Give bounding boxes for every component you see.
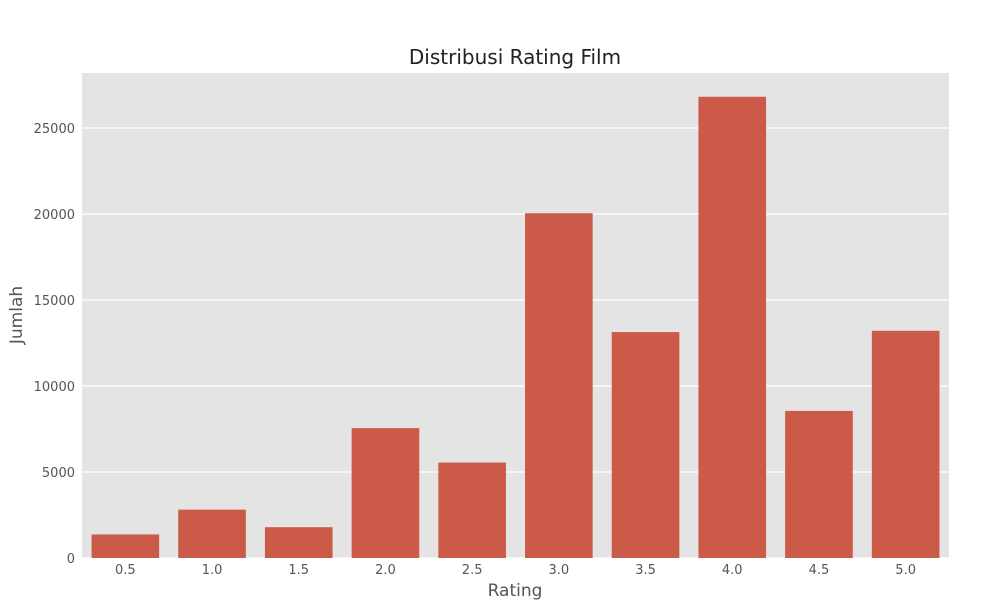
x-tick-label: 2.0 <box>375 563 396 578</box>
bar-1.5 <box>264 527 333 558</box>
y-tick-label: 0 <box>67 552 75 567</box>
x-axis-title: Rating <box>488 581 543 600</box>
y-tick-label: 10000 <box>34 380 75 395</box>
y-axis-title: Jumlah <box>7 286 27 345</box>
bar-5.0 <box>871 330 940 558</box>
y-tick-labels: 0 5000 10000 15000 20000 25000 <box>34 122 75 567</box>
x-tick-labels: 0.5 1.0 1.5 2.0 2.5 3.0 3.5 4.0 4.5 5.0 <box>115 563 916 578</box>
bar-4.5 <box>785 410 853 558</box>
bar-1.0 <box>178 509 246 558</box>
bar-2.0 <box>351 428 420 558</box>
y-tick-label: 5000 <box>42 466 75 481</box>
x-tick-label: 1.0 <box>202 563 223 578</box>
y-tick-label: 25000 <box>34 122 75 137</box>
y-tick-label: 20000 <box>34 208 75 223</box>
x-tick-label: 3.5 <box>635 563 656 578</box>
bars <box>91 96 940 559</box>
bar-0.5 <box>91 534 160 558</box>
x-tick-label: 3.0 <box>549 563 570 578</box>
bar-3.0 <box>525 213 593 558</box>
y-tick-label: 15000 <box>34 294 75 309</box>
x-tick-label: 0.5 <box>115 563 136 578</box>
x-tick-label: 1.5 <box>288 563 309 578</box>
x-tick-label: 4.0 <box>722 563 743 578</box>
bar-2.5 <box>438 462 506 558</box>
chart-title: Distribusi Rating Film <box>409 45 621 69</box>
bar-4.0 <box>698 96 767 559</box>
x-tick-label: 2.5 <box>462 563 483 578</box>
x-tick-label: 4.5 <box>809 563 830 578</box>
bar-3.5 <box>611 332 680 558</box>
x-tick-label: 5.0 <box>895 563 916 578</box>
